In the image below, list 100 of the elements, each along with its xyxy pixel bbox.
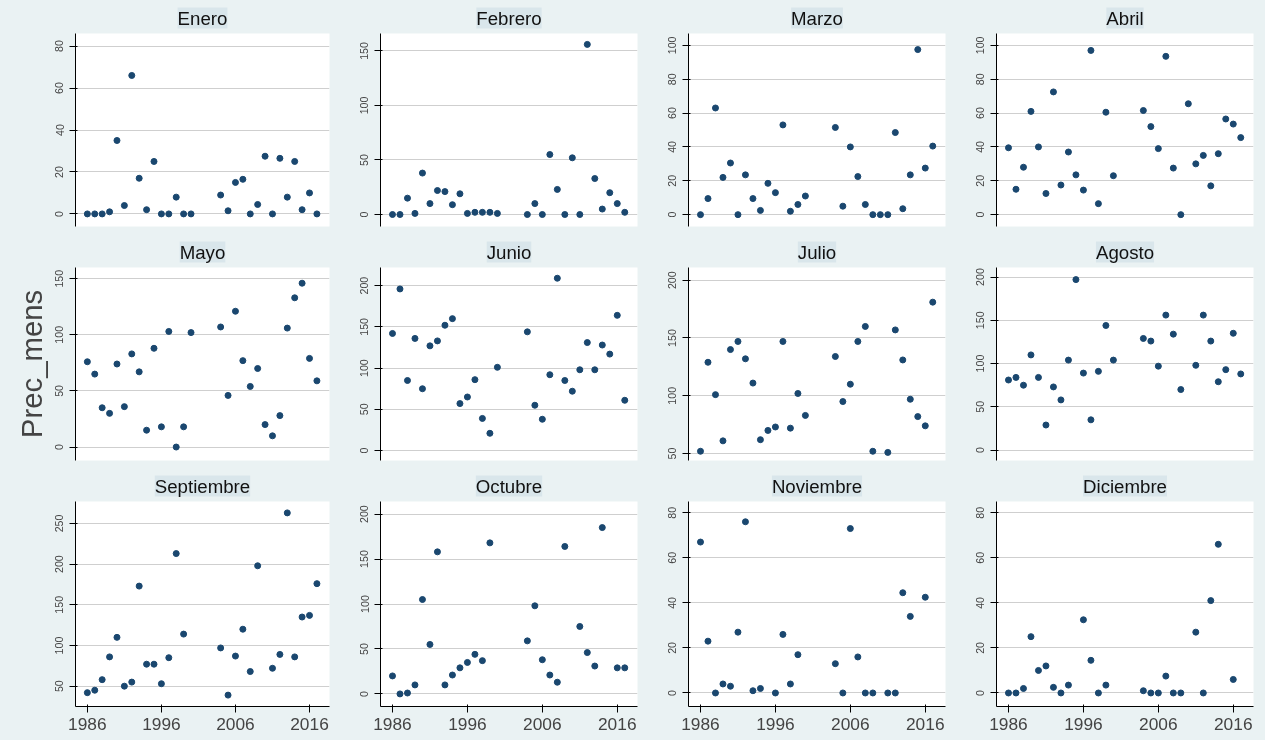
point: [696, 211, 704, 219]
x-tick-label: 1986: [373, 713, 412, 734]
point: [861, 322, 869, 330]
point: [180, 423, 188, 431]
point: [1169, 330, 1177, 338]
y-tick-label: 150: [358, 317, 371, 336]
point: [553, 274, 561, 282]
point: [98, 210, 106, 218]
y-tick-label: 60: [666, 107, 679, 119]
point: [433, 337, 441, 345]
point: [143, 426, 151, 434]
point: [1057, 181, 1065, 189]
point: [157, 680, 165, 688]
point: [1004, 376, 1012, 384]
point: [531, 602, 539, 610]
point: [1072, 276, 1080, 284]
chart-title: Diciembre: [1083, 475, 1167, 497]
point: [1147, 123, 1155, 131]
chart-title: Febrero: [476, 7, 542, 29]
point: [546, 151, 554, 159]
y-tick-label: 50: [358, 642, 371, 655]
point: [1162, 311, 1170, 319]
point: [546, 371, 554, 379]
point: [749, 379, 757, 387]
point: [283, 193, 291, 201]
point: [704, 637, 712, 645]
y-tick-label: 0: [53, 210, 66, 217]
y-tick-label: 50: [358, 153, 371, 166]
y-tick-label: 250: [53, 514, 66, 533]
y-tick-label: 0: [358, 447, 371, 454]
point: [764, 179, 772, 187]
point: [172, 550, 180, 558]
point: [268, 432, 276, 440]
point: [120, 403, 128, 411]
y-tick-label: 80: [666, 73, 679, 86]
point: [734, 628, 742, 636]
y-tick-label: 0: [974, 211, 987, 218]
point: [583, 649, 591, 657]
point: [749, 687, 757, 695]
point: [711, 689, 719, 697]
point: [1042, 662, 1050, 670]
point: [1102, 108, 1110, 116]
point: [180, 210, 188, 218]
point: [553, 678, 561, 686]
chart-title: Junio: [486, 241, 532, 263]
y-tick-label: 40: [666, 596, 679, 609]
point: [98, 404, 106, 412]
point: [165, 654, 173, 662]
point: [396, 285, 404, 293]
point: [231, 307, 239, 315]
point: [471, 650, 479, 658]
point: [1057, 689, 1065, 697]
point: [217, 323, 225, 331]
point: [1147, 689, 1155, 697]
point: [869, 689, 877, 697]
point: [1064, 356, 1072, 364]
point: [1027, 633, 1035, 641]
point: [1199, 151, 1207, 159]
point: [441, 188, 449, 196]
point: [801, 411, 809, 419]
point: [1004, 144, 1012, 152]
point: [1154, 689, 1162, 697]
point: [1139, 687, 1147, 695]
point: [711, 391, 719, 399]
point: [756, 684, 764, 692]
point: [591, 366, 599, 374]
point: [113, 137, 121, 144]
point: [591, 662, 599, 670]
point: [568, 154, 576, 162]
y-tick-label: 60: [974, 107, 987, 119]
y-tick-label: 80: [974, 73, 987, 86]
point: [120, 682, 128, 690]
point: [180, 630, 188, 638]
y-tick-label: 40: [666, 140, 679, 153]
point: [1094, 200, 1102, 208]
point: [1042, 189, 1050, 197]
point: [884, 689, 892, 697]
point: [1139, 107, 1147, 115]
y-tick-label: 60: [666, 551, 679, 564]
point: [613, 664, 621, 672]
point: [719, 437, 727, 445]
point: [150, 660, 158, 668]
point: [83, 689, 91, 697]
point: [1109, 356, 1117, 364]
point: [268, 210, 276, 218]
point: [576, 211, 584, 218]
chart-title: Abril: [1106, 7, 1144, 29]
point: [1222, 366, 1230, 374]
x-tick-label: 1996: [448, 713, 487, 734]
point: [891, 689, 899, 697]
point: [1102, 681, 1110, 689]
point: [283, 324, 291, 332]
point: [1177, 689, 1185, 697]
point: [719, 173, 727, 181]
point: [433, 548, 441, 556]
point: [187, 329, 195, 337]
point: [1154, 362, 1162, 370]
point: [1004, 689, 1012, 697]
point: [831, 123, 839, 131]
y-tick-label: 100: [358, 359, 371, 378]
